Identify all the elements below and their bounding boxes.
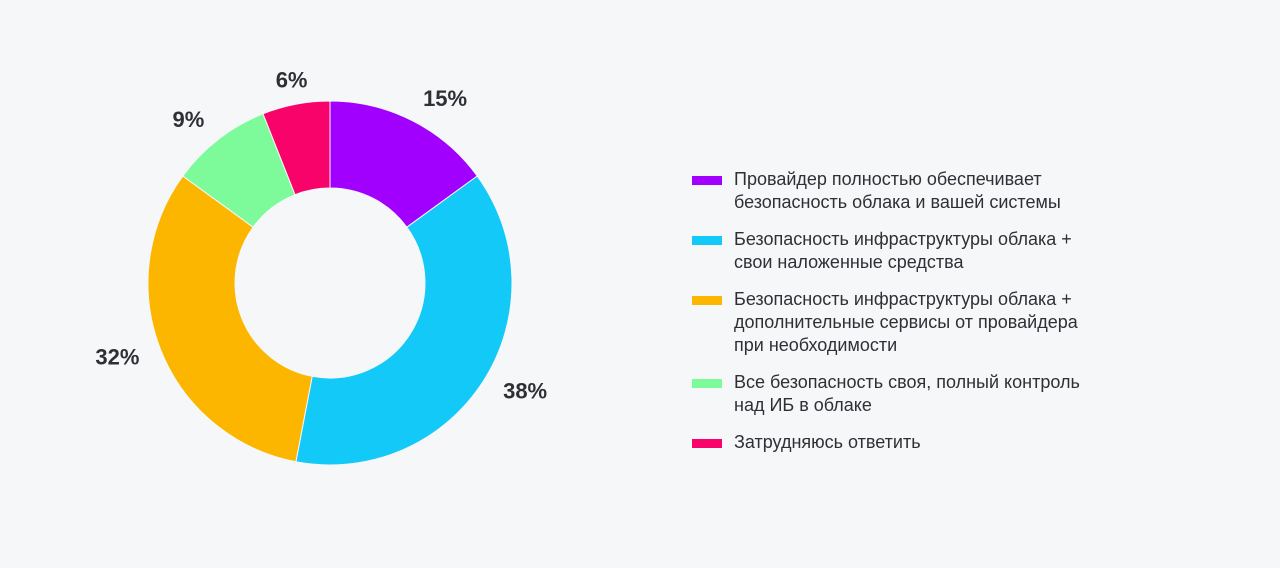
donut-slice <box>295 175 513 466</box>
legend-label: Все безопасность своя, полный контроль н… <box>734 372 1080 415</box>
legend-swatch <box>692 296 722 305</box>
legend-swatch <box>692 236 722 245</box>
donut-slice <box>262 100 331 196</box>
slice-value-label: 38% <box>503 379 547 404</box>
legend-item: Безопасность инфраструктуры облака + сво… <box>692 228 1212 274</box>
legend-item: Безопасность инфраструктуры облака + доп… <box>692 288 1212 357</box>
legend-item: Провайдер полностью обеспечивает безопас… <box>692 168 1212 214</box>
donut-slice <box>147 175 313 463</box>
legend-label: Провайдер полностью обеспечивает безопас… <box>734 169 1061 212</box>
legend-label: Затрудняюсь ответить <box>734 432 921 452</box>
chart-legend: Провайдер полностью обеспечивает безопас… <box>692 168 1212 468</box>
legend-label: Безопасность инфраструктуры облака + доп… <box>734 289 1078 355</box>
slice-value-label: 15% <box>423 86 467 111</box>
slice-value-label: 32% <box>95 344 139 369</box>
legend-item: Затрудняюсь ответить <box>692 431 1212 454</box>
slice-value-label: 6% <box>276 67 308 92</box>
legend-label: Безопасность инфраструктуры облака + сво… <box>734 229 1072 272</box>
legend-swatch <box>692 379 722 388</box>
slice-value-label: 9% <box>173 107 205 132</box>
legend-swatch <box>692 439 722 448</box>
legend-swatch <box>692 176 722 185</box>
legend-item: Все безопасность своя, полный контроль н… <box>692 371 1212 417</box>
